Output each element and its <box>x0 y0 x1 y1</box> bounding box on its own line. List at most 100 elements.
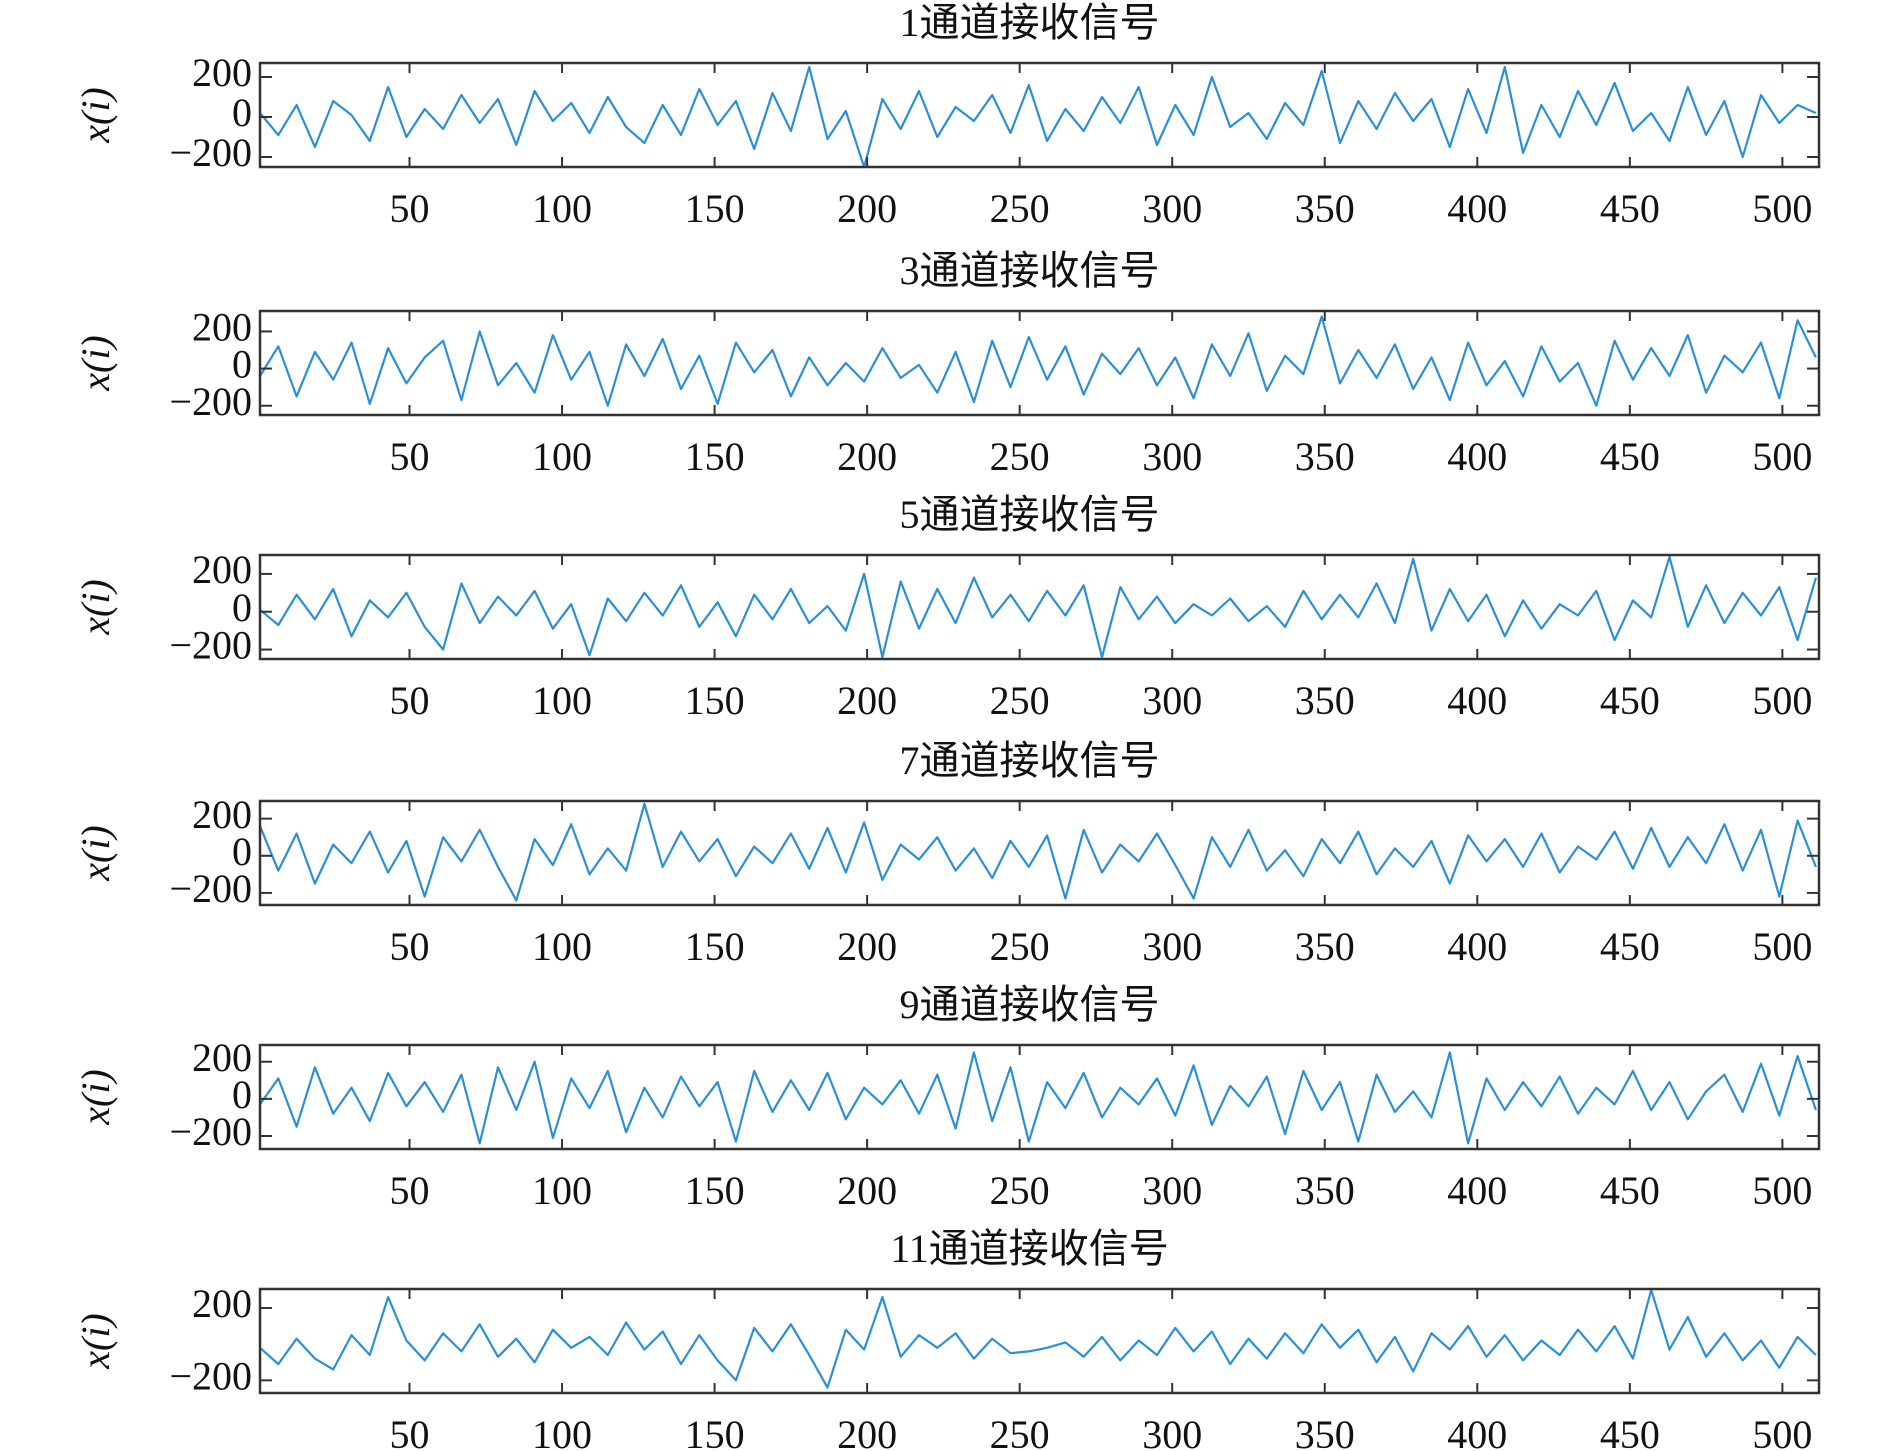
y-axis-label: x(i) <box>73 87 118 144</box>
plot-frame <box>258 61 1821 169</box>
y-tick-label: 0 <box>232 585 252 630</box>
x-tick-label: 450 <box>1600 924 1660 969</box>
y-tick-label: 200 <box>192 1281 252 1326</box>
y-tick-label: −200 <box>169 623 252 668</box>
x-tick-label: 350 <box>1295 434 1355 479</box>
x-tick-label: 100 <box>532 1412 592 1451</box>
x-tick-label: 150 <box>685 1412 745 1451</box>
x-tick-label: 400 <box>1447 1412 1507 1451</box>
x-tick-label: 150 <box>685 678 745 723</box>
subplot-title: 9通道接收信号 <box>900 982 1160 1027</box>
x-tick-label: 400 <box>1447 924 1507 969</box>
x-tick-label: 500 <box>1752 1412 1812 1451</box>
plot-frame <box>258 1287 1821 1395</box>
subplot: 7通道接收信号 x(i) 50 100 150 200 250 300 350 400 450 500… <box>73 738 1821 969</box>
x-tick-label: 450 <box>1600 678 1660 723</box>
x-tick-label: 300 <box>1142 1412 1202 1451</box>
y-tick-label: −200 <box>169 1354 252 1399</box>
subplot: 3通道接收信号 x(i) 50 100 150 200 250 300 350 400 450 500… <box>73 248 1821 479</box>
x-tick-label: 250 <box>990 924 1050 969</box>
x-tick-label: 50 <box>389 924 429 969</box>
x-tick-label: 400 <box>1447 434 1507 479</box>
subplot: 1通道接收信号 x(i) 50 100 150 200 250 300 350 400 450 500… <box>73 0 1821 231</box>
x-tick-label: 150 <box>685 924 745 969</box>
x-tick-label: 250 <box>990 186 1050 231</box>
signal-line <box>259 555 1817 659</box>
plot-frame <box>258 553 1821 661</box>
x-tick-label: 500 <box>1752 678 1812 723</box>
subplot-title: 7通道接收信号 <box>900 738 1160 783</box>
x-tick-label: 100 <box>532 1168 592 1213</box>
y-tick-label: 200 <box>192 305 252 350</box>
x-tick-label: 300 <box>1142 924 1202 969</box>
x-tick-label: 250 <box>990 1412 1050 1451</box>
x-tick-label: 100 <box>532 434 592 479</box>
x-tick-label: 500 <box>1752 924 1812 969</box>
x-tick-label: 50 <box>389 434 429 479</box>
x-tick-label: 300 <box>1142 434 1202 479</box>
x-tick-label: 350 <box>1295 1412 1355 1451</box>
x-tick-label: 450 <box>1600 1412 1660 1451</box>
subplot: 5通道接收信号 x(i) 50 100 150 200 250 300 350 400 450 500… <box>73 492 1821 723</box>
x-tick-label: 200 <box>837 924 897 969</box>
x-tick-label: 300 <box>1142 678 1202 723</box>
x-tick-label: 250 <box>990 1168 1050 1213</box>
signal-line <box>259 65 1817 169</box>
x-tick-label: 500 <box>1752 186 1812 231</box>
x-tick-label: 500 <box>1752 434 1812 479</box>
x-tick-label: 400 <box>1447 678 1507 723</box>
x-tick-label: 500 <box>1752 1168 1812 1213</box>
y-axis-label: x(i) <box>73 1313 118 1370</box>
x-tick-label: 150 <box>685 186 745 231</box>
y-tick-label: 0 <box>232 829 252 874</box>
x-tick-label: 50 <box>389 1412 429 1451</box>
x-tick-label: 100 <box>532 678 592 723</box>
x-tick-label: 300 <box>1142 1168 1202 1213</box>
signal-line <box>259 315 1817 407</box>
y-tick-label: 200 <box>192 792 252 837</box>
plot-frame <box>258 799 1821 907</box>
y-tick-label: 0 <box>232 90 252 135</box>
x-tick-label: 450 <box>1600 434 1660 479</box>
x-tick-label: 350 <box>1295 186 1355 231</box>
x-tick-label: 150 <box>685 434 745 479</box>
y-tick-label: 200 <box>192 50 252 95</box>
x-tick-label: 250 <box>990 678 1050 723</box>
plot-frame <box>258 309 1821 417</box>
x-tick-label: 200 <box>837 186 897 231</box>
y-axis-label: x(i) <box>73 1069 118 1126</box>
x-tick-label: 50 <box>389 186 429 231</box>
y-axis-label: x(i) <box>73 825 118 882</box>
signal-line <box>259 1051 1817 1145</box>
y-tick-label: 0 <box>232 1072 252 1117</box>
y-tick-label: −200 <box>169 1109 252 1154</box>
subplot-title: 3通道接收信号 <box>900 248 1160 293</box>
signal-line <box>258 802 1817 902</box>
y-tick-label: −200 <box>169 866 252 911</box>
y-tick-label: 200 <box>192 547 252 592</box>
x-tick-label: 50 <box>389 678 429 723</box>
y-tick-label: 200 <box>192 1035 252 1080</box>
x-tick-label: 350 <box>1295 678 1355 723</box>
subplot-title: 5通道接收信号 <box>900 492 1160 537</box>
y-tick-label: −200 <box>169 379 252 424</box>
x-tick-label: 450 <box>1600 1168 1660 1213</box>
x-tick-label: 50 <box>389 1168 429 1213</box>
x-tick-label: 200 <box>837 1168 897 1213</box>
x-tick-label: 100 <box>532 186 592 231</box>
y-axis-label: x(i) <box>73 335 118 392</box>
y-tick-label: −200 <box>169 130 252 175</box>
x-tick-label: 400 <box>1447 186 1507 231</box>
subplot: 11通道接收信号 x(i) 50 100 150 200 250 300 350 400 450 50… <box>73 1226 1821 1451</box>
subplot: 9通道接收信号 x(i) 50 100 150 200 250 300 350 400 450 500… <box>73 982 1821 1213</box>
y-tick-label: 0 <box>232 342 252 387</box>
x-tick-label: 150 <box>685 1168 745 1213</box>
subplot-title: 1通道接收信号 <box>900 0 1160 45</box>
x-tick-label: 300 <box>1142 186 1202 231</box>
x-tick-label: 450 <box>1600 186 1660 231</box>
x-tick-label: 350 <box>1295 1168 1355 1213</box>
x-tick-label: 200 <box>837 678 897 723</box>
subplot-title: 11通道接收信号 <box>890 1226 1169 1271</box>
signal-line <box>259 1288 1817 1389</box>
